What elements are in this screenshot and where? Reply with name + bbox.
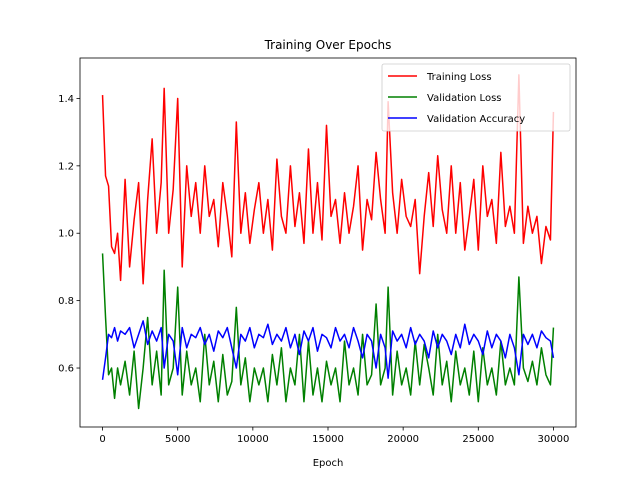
y-tick-label: 0.8 xyxy=(58,296,74,307)
legend: Training Loss Validation Loss Validation… xyxy=(381,63,571,132)
legend-label-validation-accuracy: Validation Accuracy xyxy=(427,114,525,125)
x-tick-label: 30000 xyxy=(538,434,570,445)
y-tick-label: 1.2 xyxy=(58,161,74,172)
y-axis: 0.6 0.8 1.0 1.2 1.4 xyxy=(58,94,80,375)
legend-box xyxy=(381,63,571,132)
x-tick-label: 0 xyxy=(99,434,105,445)
legend-label-validation-loss: Validation Loss xyxy=(427,93,502,104)
y-tick-label: 1.4 xyxy=(58,94,74,105)
x-axis-label: Epoch xyxy=(313,458,344,469)
x-tick-label: 25000 xyxy=(462,434,494,445)
series-layer xyxy=(101,74,555,410)
x-tick-label: 15000 xyxy=(312,434,344,445)
chart-title: Training Over Epochs xyxy=(264,38,392,52)
x-axis: 0 5000 10000 15000 20000 25000 30000 xyxy=(99,427,569,445)
y-tick-label: 0.6 xyxy=(58,364,74,375)
series-line-training-loss xyxy=(101,74,555,285)
x-tick-label: 5000 xyxy=(165,434,190,445)
legend-label-training-loss: Training Loss xyxy=(426,72,492,83)
x-tick-label: 10000 xyxy=(237,434,269,445)
x-tick-label: 20000 xyxy=(387,434,419,445)
series-line-validation-loss xyxy=(101,253,555,410)
series-line-validation-accuracy xyxy=(101,320,555,380)
y-tick-label: 1.0 xyxy=(58,229,74,240)
